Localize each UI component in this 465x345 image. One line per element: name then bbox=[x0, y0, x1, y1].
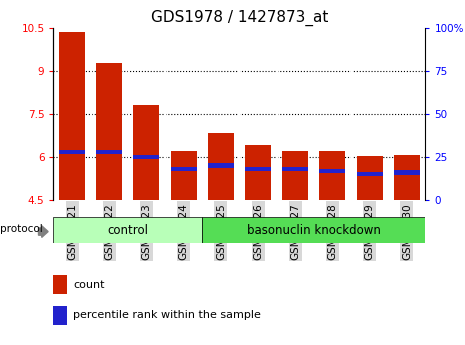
Bar bbox=[96, 63, 122, 200]
Bar bbox=[208, 164, 234, 168]
Bar bbox=[245, 145, 271, 200]
Bar bbox=[133, 105, 159, 200]
FancyBboxPatch shape bbox=[53, 217, 202, 243]
Text: protocol: protocol bbox=[0, 224, 43, 234]
Bar bbox=[282, 151, 308, 200]
Text: basonuclin knockdown: basonuclin knockdown bbox=[247, 224, 381, 237]
Bar bbox=[96, 150, 122, 154]
Bar bbox=[59, 150, 85, 154]
Text: count: count bbox=[73, 280, 105, 290]
Bar bbox=[59, 32, 85, 200]
Bar bbox=[394, 155, 420, 200]
Title: GDS1978 / 1427873_at: GDS1978 / 1427873_at bbox=[151, 10, 328, 26]
FancyBboxPatch shape bbox=[202, 217, 425, 243]
Bar bbox=[53, 275, 67, 295]
Bar bbox=[319, 151, 345, 200]
Bar bbox=[171, 167, 197, 171]
Bar bbox=[357, 172, 383, 176]
Bar bbox=[53, 306, 67, 325]
Bar bbox=[208, 134, 234, 200]
Bar bbox=[282, 167, 308, 171]
Bar bbox=[357, 156, 383, 200]
Bar bbox=[245, 167, 271, 171]
Text: control: control bbox=[107, 224, 148, 237]
Text: percentile rank within the sample: percentile rank within the sample bbox=[73, 310, 261, 320]
Bar bbox=[319, 169, 345, 173]
FancyArrow shape bbox=[39, 226, 48, 237]
Bar bbox=[394, 170, 420, 175]
Bar bbox=[133, 155, 159, 159]
Bar bbox=[171, 151, 197, 200]
